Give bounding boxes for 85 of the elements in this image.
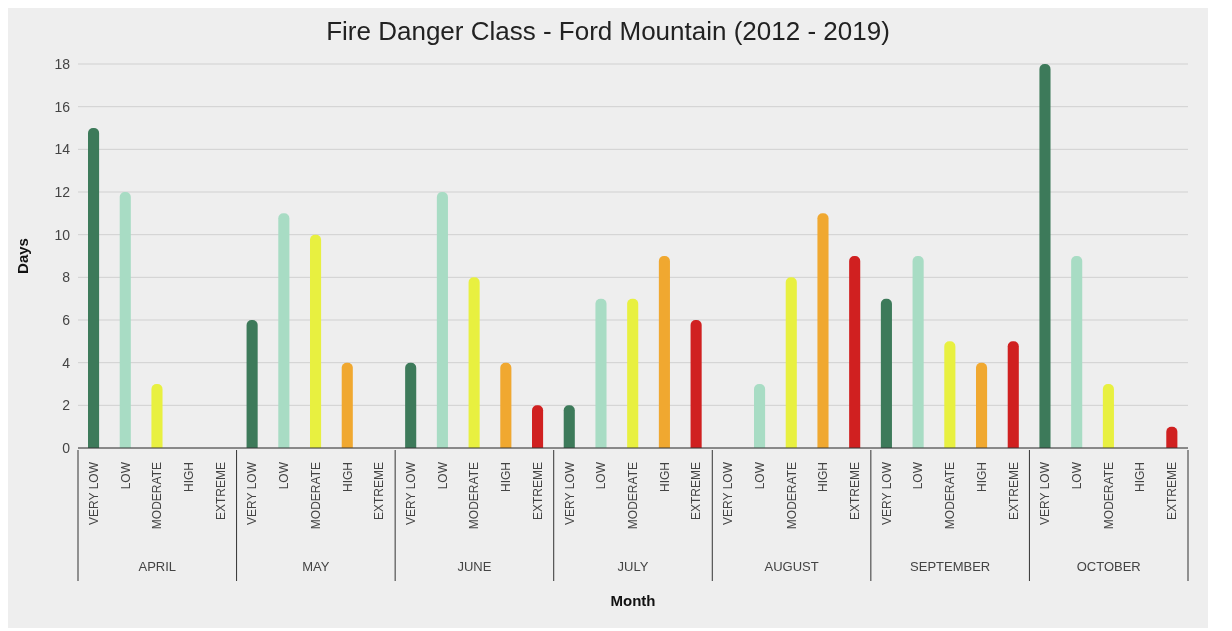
bar [532,405,544,448]
bar [1102,384,1114,448]
chart-title: Fire Danger Class - Ford Mountain (2012 - 2019) [325,15,891,48]
bar [405,362,417,448]
x-tick-label: VERY LOW [86,461,101,525]
bar [1166,426,1178,448]
x-tick-label: HIGH [340,462,355,492]
text: JULY [617,559,649,574]
y-tick-label: 14 [54,141,71,158]
bar [595,298,607,448]
x-tick-label: VERY LOW [245,461,260,525]
text: JUNE [457,559,492,574]
x-tick-label: MODERATE [308,462,323,530]
x-tick-label: EXTREME [1006,462,1021,521]
text: AUGUST [764,559,819,574]
x-tick-label: VERY LOW [879,461,894,525]
bar [658,256,670,448]
x-tick-label: EXTREME [848,462,862,521]
x-tick-label: LOW [752,461,767,490]
bar [627,298,639,448]
x-tick-label: VERY LOW [562,461,577,525]
bar [436,192,448,448]
x-axis-title: Month [610,592,656,609]
text: OCTOBER [1076,559,1141,574]
x-tick-label: VERY LOW [404,461,418,525]
text: APRIL [138,559,177,574]
x-tick-label: HIGH [657,462,672,492]
x-tick-label: VERY LOW [721,461,736,525]
bar [976,362,988,448]
x-tick-label: EXTREME [372,462,387,521]
x-tick-label: MODERATE [943,462,958,530]
x-tick-label: LOW [435,461,450,490]
bar [563,405,575,448]
x-tick-label: EXTREME [213,462,228,521]
x-tick-label: EXTREME [530,462,545,521]
bar [119,192,131,448]
x-tick-label: LOW [1070,461,1084,490]
x-tick-label: MODERATE [150,462,165,530]
x-tick-label: HIGH [182,462,196,492]
x-tick-label: HIGH [974,462,989,492]
x-tick-label: HIGH [816,462,831,492]
bar [785,277,797,448]
bar [849,256,861,448]
y-tick-label: 6 [62,311,71,328]
y-tick-label: 12 [54,183,71,200]
bar [817,213,829,448]
x-tick-label: MODERATE [1101,462,1116,530]
y-tick-label: 10 [54,226,71,243]
text: MAY [302,559,330,574]
bar [1071,256,1083,448]
x-tick-label: MODERATE [626,462,640,530]
x-tick-label: HIGH [499,462,514,492]
y-tick-label: 4 [62,354,71,371]
x-tick-label: LOW [118,461,133,490]
bar [88,128,100,448]
bar [310,234,322,448]
y-tick-label: 8 [62,269,71,286]
x-tick-label: MODERATE [467,462,482,530]
y-tick-label: 18 [54,55,71,72]
x-tick-label: MODERATE [784,462,799,530]
bar [944,341,956,448]
bar [1007,341,1019,448]
bar [341,362,353,448]
y-tick-label: 16 [54,98,71,115]
bar [754,384,766,448]
text: SEPTEMBER [910,559,991,574]
bar [151,384,163,448]
x-tick-label: LOW [277,461,292,490]
x-tick-label: LOW [911,461,926,490]
y-axis-title: Days [14,238,32,274]
bar [500,362,512,448]
x-tick-label: VERY LOW [1038,461,1053,525]
x-tick-label: EXTREME [1165,462,1180,521]
bar [468,277,480,448]
bar [1039,64,1051,448]
y-tick-label: 0 [62,439,71,456]
x-tick-label: HIGH [1133,462,1148,492]
x-tick-label: EXTREME [689,462,704,521]
bar [690,320,702,448]
bar [880,298,892,448]
y-tick-label: 2 [62,397,71,414]
x-tick-label: LOW [594,461,609,490]
bar [246,320,258,448]
bar [912,256,924,448]
bar [278,213,290,448]
